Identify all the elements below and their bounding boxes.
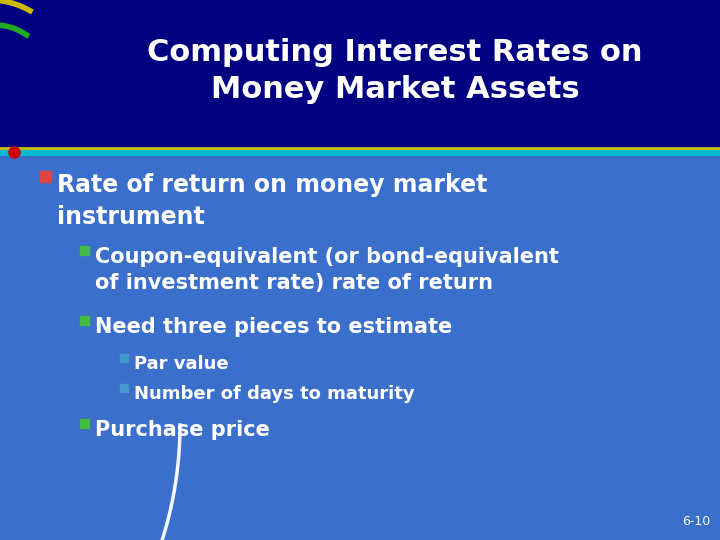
Text: Par value: Par value [134,355,229,373]
FancyBboxPatch shape [120,354,128,362]
Text: Need three pieces to estimate: Need three pieces to estimate [95,317,452,337]
Text: Purchase price: Purchase price [95,420,270,440]
FancyBboxPatch shape [80,419,89,428]
Text: Rate of return on money market
instrument: Rate of return on money market instrumen… [57,173,487,228]
FancyBboxPatch shape [120,384,128,392]
FancyBboxPatch shape [40,171,51,182]
Text: Computing Interest Rates on
Money Market Assets: Computing Interest Rates on Money Market… [148,38,643,104]
FancyBboxPatch shape [80,316,89,325]
Text: Coupon-equivalent (or bond-equivalent
of investment rate) rate of return: Coupon-equivalent (or bond-equivalent of… [95,247,559,293]
Text: 6-10: 6-10 [682,515,710,528]
FancyBboxPatch shape [0,0,720,152]
Text: Number of days to maturity: Number of days to maturity [134,385,415,403]
FancyBboxPatch shape [80,246,89,255]
